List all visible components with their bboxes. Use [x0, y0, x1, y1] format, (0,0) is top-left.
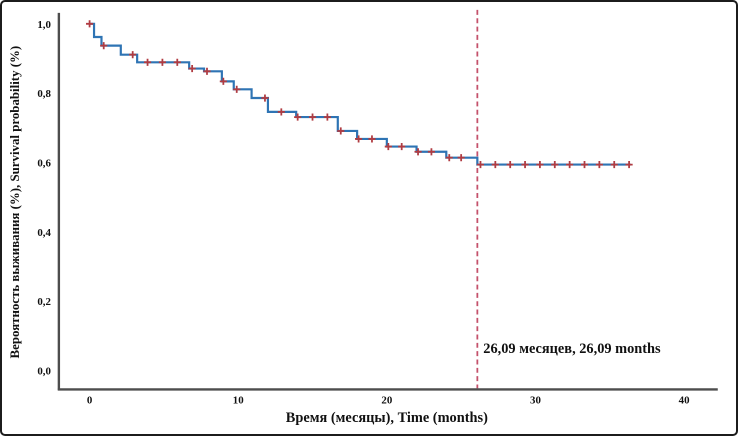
x-tick-label: 10	[233, 394, 244, 406]
censor-plus-icon	[414, 148, 422, 156]
censor-plus-icon	[277, 108, 285, 116]
censor-plus-icon	[100, 42, 108, 50]
censor-plus-icon	[595, 161, 603, 169]
y-axis-title: Вероятность выживания (%), Survival prob…	[8, 46, 22, 359]
censor-plus-icon	[551, 161, 559, 169]
censor-plus-icon	[294, 113, 302, 121]
censor-plus-icon	[158, 58, 166, 66]
y-tick-label: 0,6	[37, 157, 51, 169]
censor-plus-icon	[580, 161, 589, 169]
y-tick-label: 0,0	[37, 366, 51, 378]
x-tick-label: 40	[679, 394, 690, 406]
censor-plus-icon	[491, 161, 499, 169]
censor-plus-icon	[203, 67, 211, 75]
y-tick-label: 0,2	[37, 296, 51, 308]
censor-plus-icon	[337, 127, 345, 135]
y-tick-label: 0,4	[37, 227, 51, 239]
censor-plus-icon	[219, 77, 227, 85]
censor-plus-icon	[188, 64, 196, 73]
censor-plus-icon	[427, 148, 435, 156]
x-axis-tick-labels: 0 10 20 30 40	[87, 394, 690, 406]
x-tick-label: 30	[530, 394, 541, 406]
censor-plus-icon	[476, 161, 485, 169]
censor-plus-icon	[143, 58, 152, 66]
x-tick-label: 0	[87, 394, 93, 406]
censor-plus-icon	[398, 142, 406, 151]
censor-plus-icon	[566, 161, 574, 169]
y-axis-tick-labels: 0,0 0,2 0,4 0,6 0,8 1,0	[37, 19, 51, 378]
censor-plus-icon	[261, 94, 269, 102]
x-axis-title: Время (месяцы), Time (months)	[286, 410, 488, 426]
censor-plus-icon	[610, 161, 618, 169]
censor-plus-icon	[506, 161, 514, 169]
censor-marks	[86, 20, 633, 169]
x-tick-label: 20	[381, 394, 392, 406]
censor-plus-icon	[521, 161, 529, 169]
censor-plus-icon	[445, 154, 453, 162]
censor-plus-icon	[355, 135, 363, 143]
censor-plus-icon	[308, 113, 317, 121]
censor-plus-icon	[323, 113, 331, 121]
censor-plus-icon	[536, 161, 544, 169]
km-survival-curve	[89, 22, 631, 166]
censor-plus-icon	[233, 85, 241, 93]
censor-plus-icon	[173, 58, 181, 66]
median-annotation-label: 26,09 месяцев, 26,09 months	[483, 341, 661, 357]
censor-plus-icon	[129, 51, 137, 59]
censor-plus-icon	[625, 161, 633, 169]
y-tick-label: 1,0	[37, 19, 51, 31]
censor-plus-icon	[86, 20, 94, 28]
censor-plus-icon	[457, 154, 465, 162]
censor-plus-icon	[384, 142, 392, 151]
y-tick-label: 0,8	[37, 88, 51, 100]
censor-plus-icon	[368, 135, 376, 143]
